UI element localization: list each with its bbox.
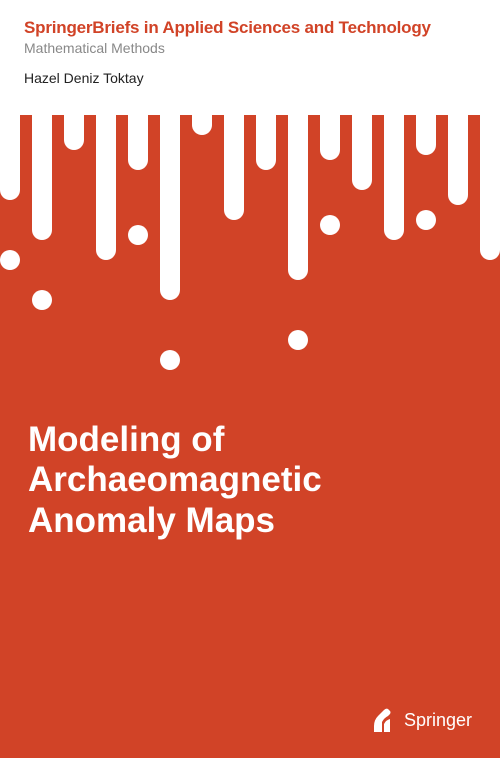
drip-pattern	[0, 100, 500, 400]
author-name: Hazel Deniz Toktay	[24, 70, 476, 86]
publisher-name: Springer	[404, 710, 472, 731]
title-line-2: Archaeomagnetic	[28, 460, 322, 500]
publisher-block: Springer	[370, 706, 472, 734]
title-line-3: Anomaly Maps	[28, 501, 322, 541]
springer-horse-icon	[370, 706, 396, 734]
title-line-1: Modeling of	[28, 420, 322, 460]
series-title: SpringerBriefs in Applied Sciences and T…	[24, 18, 476, 38]
subseries-title: Mathematical Methods	[24, 40, 476, 56]
book-title: Modeling of Archaeomagnetic Anomaly Maps	[28, 420, 322, 541]
header-band: SpringerBriefs in Applied Sciences and T…	[0, 0, 500, 115]
